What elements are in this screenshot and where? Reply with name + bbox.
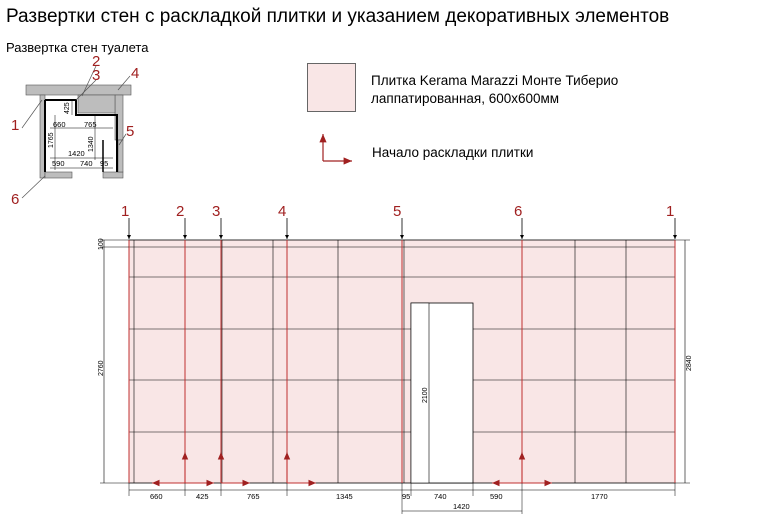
wall-marker-1-start: 1 <box>121 203 129 220</box>
wall-marker-6: 6 <box>514 203 522 220</box>
layout-start-arrows <box>152 452 552 487</box>
tile-legend-swatch <box>307 63 356 112</box>
plan-dim-590: 590 <box>52 159 65 168</box>
bottom-dim-95: 95 <box>402 492 410 501</box>
plan-marker-1: 1 <box>11 117 19 134</box>
plan-dim-1340: 1340 <box>88 136 95 152</box>
wall-marker-5: 5 <box>393 203 401 220</box>
door-height-dim: 2100 <box>422 387 429 403</box>
page-title: Развертки стен с раскладкой плитки и ука… <box>6 6 670 27</box>
door-zone-dim-1420: 1420 <box>453 502 470 511</box>
plan-dim-1420: 1420 <box>68 149 85 158</box>
bottom-dim-765: 765 <box>247 492 260 501</box>
plan-dim-1765: 1765 <box>48 132 55 148</box>
plan-dim-660: 660 <box>53 120 66 129</box>
plan-marker-2: 2 <box>92 53 100 70</box>
plan-niche <box>77 94 116 114</box>
plan-marker-6: 6 <box>11 191 19 208</box>
wall-marker-1-end: 1 <box>666 203 674 220</box>
bottom-dim-660: 660 <box>150 492 163 501</box>
wall-elevation: 2100 1 2 3 4 5 6 1 <box>98 203 693 514</box>
tile-legend-line-2: лаппатированная, 600x600мм <box>371 91 560 106</box>
plan-dim-765: 765 <box>84 120 97 129</box>
bottom-dim-590: 590 <box>490 492 503 501</box>
plan-marker-4: 4 <box>131 65 139 82</box>
plan-dim-95: 95 <box>100 159 108 168</box>
bottom-dim-740: 740 <box>434 492 447 501</box>
bottom-dim-1770: 1770 <box>591 492 608 501</box>
wall-marker-3: 3 <box>212 203 220 220</box>
plan-wall-bottom-left <box>44 171 73 179</box>
plan-wall-top <box>25 84 132 96</box>
bottom-dim-425: 425 <box>196 492 209 501</box>
layout-start-arrow-icon <box>319 134 352 165</box>
bottom-dim-1345: 1345 <box>336 492 353 501</box>
tile-legend-line-1: Плитка Kerama Marazzi Монте Тиберио <box>371 73 619 88</box>
wall-marker-2: 2 <box>176 203 184 220</box>
plan-dim-425: 425 <box>64 102 71 114</box>
plan-marker-3: 3 <box>92 67 100 84</box>
plan-marker-5: 5 <box>126 123 134 140</box>
layout-start-legend-label: Начало раскладки плитки <box>372 145 534 160</box>
left-height-dim: 2760 <box>98 360 105 376</box>
floor-plan: 425 660 765 1765 1340 1420 590 740 95 1 … <box>11 53 139 208</box>
top-offset-dim: 100 <box>98 238 105 250</box>
plan-wall-bottom-right <box>102 171 124 179</box>
wall-marker-4: 4 <box>278 203 286 220</box>
drawing-subtitle: Развертка стен туалета <box>6 40 149 55</box>
plan-dim-740: 740 <box>80 159 93 168</box>
right-height-dim: 2840 <box>686 355 693 371</box>
